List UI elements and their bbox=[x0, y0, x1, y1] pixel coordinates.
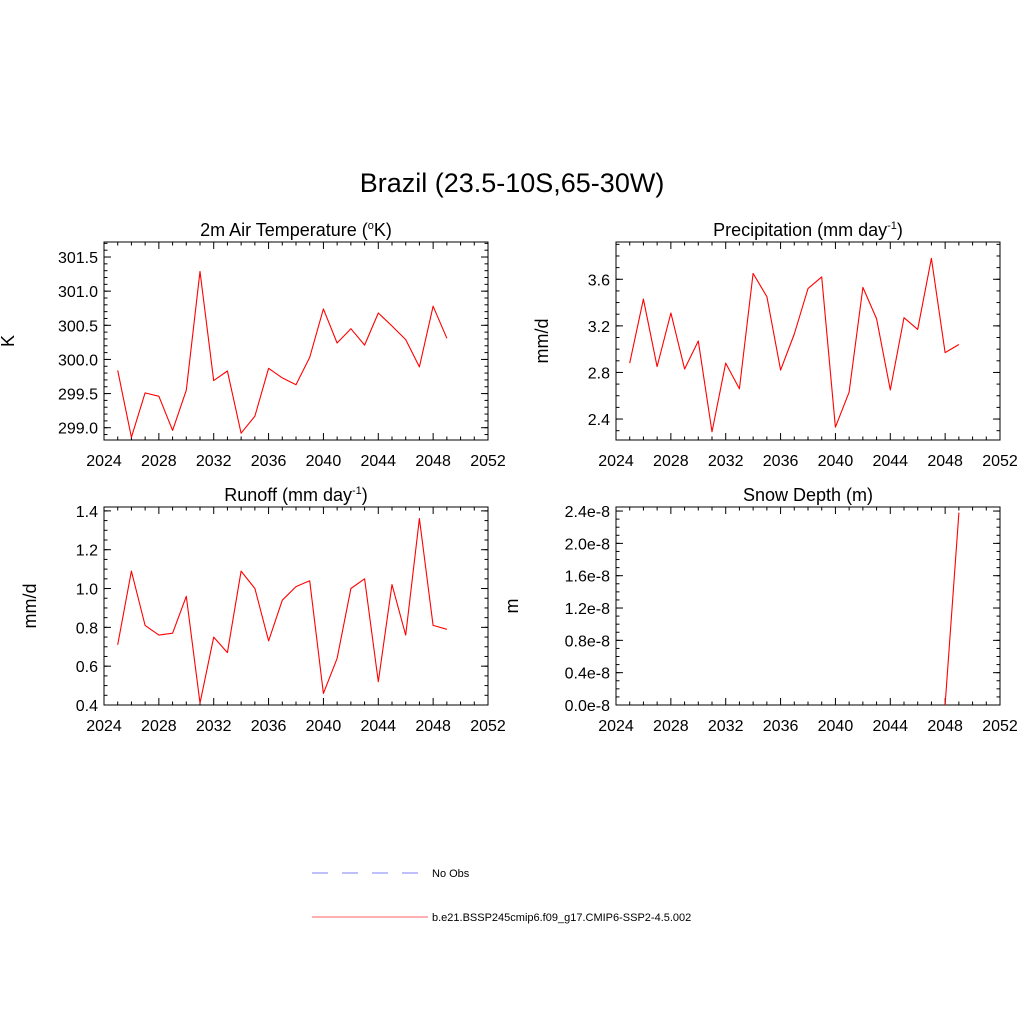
y-tick-label: 0.0e-8 bbox=[565, 698, 610, 715]
panel-title-temperature: 2m Air Temperature (oK) bbox=[200, 220, 392, 240]
x-tick-label: 2048 bbox=[927, 718, 963, 735]
y-tick-label: 1.2 bbox=[76, 543, 98, 560]
y-axis-label-temperature: K bbox=[0, 335, 18, 347]
chart-main-title: Brazil (23.5-10S,65-30W) bbox=[359, 168, 665, 198]
legend-model-label: b.e21.BSSP245cmip6.f09_g17.CMIP6-SSP2-4.… bbox=[432, 912, 691, 924]
x-tick-label: 2032 bbox=[196, 453, 232, 470]
x-tick-label: 2052 bbox=[982, 718, 1018, 735]
y-axis-label-snow-depth: m bbox=[502, 599, 522, 614]
series-line-temperature bbox=[117, 270, 448, 438]
x-tick-label: 2024 bbox=[598, 718, 634, 735]
x-tick-label: 2032 bbox=[196, 718, 232, 735]
y-tick-label: 299.0 bbox=[58, 421, 98, 438]
x-tick-label: 2032 bbox=[708, 453, 744, 470]
y-tick-label: 0.8e-8 bbox=[565, 633, 610, 650]
panel-snow-depth: 2024 2028 2032 2036 2040 2044 2048 2052 0.0e-8 0.… bbox=[502, 504, 1018, 735]
panel-title-precipitation: Precipitation (mm day-1) bbox=[713, 220, 903, 240]
y-tick-label: 0.6 bbox=[76, 659, 98, 676]
x-tick-label: 2028 bbox=[653, 453, 689, 470]
x-tick-label: 2052 bbox=[982, 453, 1018, 470]
panel-title-snow-depth: Snow Depth (m) bbox=[743, 485, 873, 505]
x-tick-label: 2036 bbox=[763, 718, 799, 735]
y-tick-label: 2.0e-8 bbox=[565, 536, 610, 553]
x-tick-label: 2032 bbox=[708, 718, 744, 735]
series-line-snow-depth bbox=[944, 512, 960, 706]
x-tick-label: 2040 bbox=[818, 718, 854, 735]
y-tick-label: 300.0 bbox=[58, 352, 98, 369]
x-tick-label: 2048 bbox=[927, 453, 963, 470]
x-tick-label: 2040 bbox=[818, 453, 854, 470]
x-tick-label: 2048 bbox=[415, 453, 451, 470]
x-tick-label: 2024 bbox=[598, 453, 634, 470]
x-tick-label: 2028 bbox=[141, 718, 177, 735]
x-tick-label: 2036 bbox=[251, 453, 287, 470]
panel-temperature: 2024 2028 2032 2036 2040 2044 2048 2052 299.0 299… bbox=[0, 241, 506, 470]
x-tick-label: 2036 bbox=[763, 453, 799, 470]
x-tick-label: 2044 bbox=[360, 718, 396, 735]
y-tick-label: 0.4 bbox=[76, 698, 98, 715]
plot-frame-temperature bbox=[103, 241, 489, 441]
x-tick-label: 2052 bbox=[470, 453, 506, 470]
series-line-precipitation bbox=[629, 257, 960, 433]
y-axis-label-precipitation: mm/d bbox=[532, 319, 552, 364]
x-tick-label: 2040 bbox=[306, 453, 342, 470]
y-tick-label: 1.2e-8 bbox=[565, 601, 610, 618]
series-line-runoff bbox=[117, 518, 448, 704]
y-tick-label: 2.8 bbox=[588, 365, 610, 382]
y-tick-label: 1.4 bbox=[76, 504, 98, 521]
x-tick-label: 2028 bbox=[653, 718, 689, 735]
y-tick-label: 3.6 bbox=[588, 272, 610, 289]
y-tick-label: 301.5 bbox=[58, 250, 98, 267]
y-tick-label: 1.0 bbox=[76, 582, 98, 599]
y-tick-label: 2.4e-8 bbox=[565, 504, 610, 521]
plot-frame-precipitation bbox=[615, 241, 1001, 441]
x-tick-label: 2028 bbox=[141, 453, 177, 470]
y-tick-label: 300.5 bbox=[58, 318, 98, 335]
x-tick-label: 2044 bbox=[872, 453, 908, 470]
y-tick-label: 0.4e-8 bbox=[565, 666, 610, 683]
x-tick-label: 2044 bbox=[360, 453, 396, 470]
y-tick-label: 299.5 bbox=[58, 387, 98, 404]
x-tick-label: 2036 bbox=[251, 718, 287, 735]
plot-frame-snow-depth bbox=[615, 506, 1001, 706]
y-tick-label: 1.6e-8 bbox=[565, 569, 610, 586]
x-tick-label: 2024 bbox=[86, 718, 122, 735]
y-tick-label: 2.4 bbox=[588, 412, 610, 429]
y-tick-label: 0.8 bbox=[76, 620, 98, 637]
legend-obs-label: No Obs bbox=[432, 868, 470, 880]
x-tick-label: 2048 bbox=[415, 718, 451, 735]
y-tick-label: 3.2 bbox=[588, 319, 610, 336]
y-tick-label: 301.0 bbox=[58, 284, 98, 301]
x-tick-label: 2040 bbox=[306, 718, 342, 735]
x-tick-label: 2024 bbox=[86, 453, 122, 470]
x-tick-label: 2044 bbox=[872, 718, 908, 735]
y-axis-label-runoff: mm/d bbox=[20, 584, 40, 629]
x-tick-label: 2052 bbox=[470, 718, 506, 735]
panel-runoff: 2024 2028 2032 2036 2040 2044 2048 2052 0.4 0.6 0.… bbox=[20, 504, 506, 735]
panel-precipitation: 2024 2028 2032 2036 2040 2044 2048 2052 2.4 2.8 3.… bbox=[532, 241, 1018, 470]
panel-title-runoff: Runoff (mm day-1) bbox=[224, 485, 368, 505]
